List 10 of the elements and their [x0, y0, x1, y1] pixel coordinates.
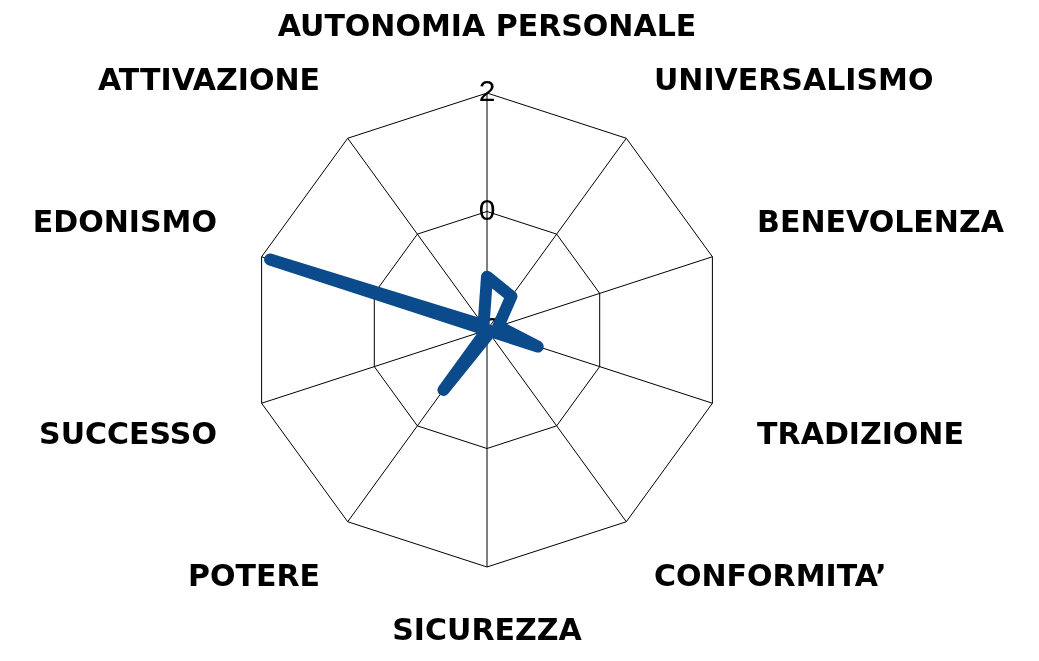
spoke-label: SUCCESSO — [39, 415, 217, 451]
spoke-label: UNIVERSALISMO — [653, 62, 934, 98]
spoke-label: SICUREZZA — [392, 611, 583, 647]
spoke-label: POTERE — [188, 557, 321, 593]
spoke-label: TRADIZIONE — [757, 415, 964, 451]
spoke-label: ATTIVAZIONE — [97, 62, 321, 98]
spoke-label: BENEVOLENZA — [757, 204, 1005, 240]
spoke-label: AUTONOMIA PERSONALE — [277, 7, 697, 43]
spoke-label: CONFORMITA’ — [653, 557, 887, 593]
spoke-label: EDONISMO — [32, 204, 217, 240]
